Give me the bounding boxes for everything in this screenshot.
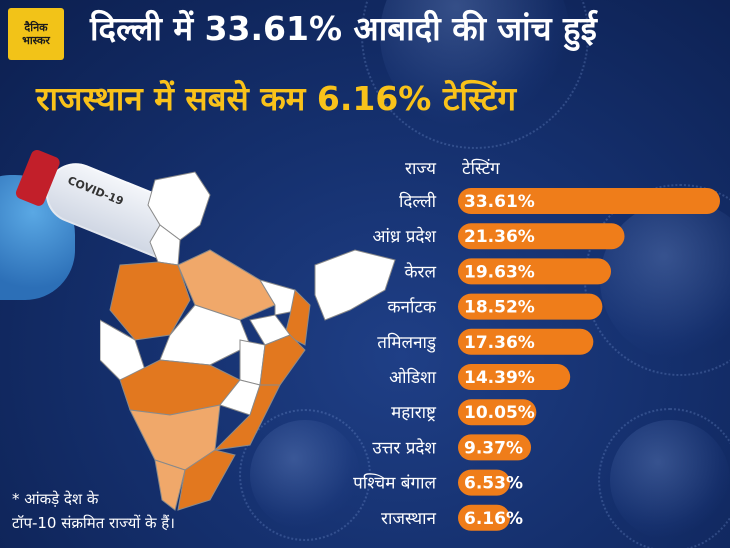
- value-label: 10.05%: [464, 403, 535, 423]
- map-region-andhra-pradesh: [213, 384, 281, 451]
- map-region-northeast: [314, 249, 396, 321]
- category-label: केरल: [404, 261, 436, 282]
- bar: [458, 258, 612, 285]
- bar: [458, 188, 720, 214]
- virus-decoration: [584, 184, 730, 376]
- bar: [458, 469, 510, 496]
- value-label: 19.63%: [464, 262, 535, 282]
- bar: [458, 293, 603, 320]
- map-region-north: [147, 171, 211, 241]
- bar: [458, 364, 571, 390]
- category-label: तमिलनाडु: [377, 332, 437, 353]
- value-label: 33.61%: [464, 192, 535, 212]
- map-region-tamil-nadu: [177, 449, 236, 511]
- map-region-kerala: [154, 459, 186, 511]
- map-region-bihar: [258, 279, 301, 316]
- virus-decoration: [239, 409, 371, 541]
- map-region-odisha: [259, 334, 306, 386]
- category-label: आंध्र प्रदेश: [373, 226, 437, 247]
- bar: [458, 399, 537, 426]
- category-column-header: राज्य: [405, 159, 437, 179]
- category-label: उत्तर प्रदेश: [372, 437, 436, 458]
- logo-text: दैनिक भास्कर: [22, 21, 50, 47]
- value-label: 18.52%: [464, 298, 535, 318]
- category-label: दिल्ली: [399, 191, 437, 212]
- bar: [458, 504, 510, 531]
- bars-group: दिल्ली 33.61% आंध्र प्रदेश 21.36% केरल 19.63%…: [353, 188, 720, 531]
- virus-decoration: [361, 0, 589, 149]
- category-label: राजस्थान: [381, 509, 437, 529]
- dainik-bhaskar-logo: दैनिक भास्कर: [8, 8, 64, 60]
- footnote-line-1: * आंकड़े देश के: [12, 490, 99, 508]
- category-label: ओडिशा: [389, 367, 436, 388]
- map-region-rajasthan: [109, 261, 191, 341]
- value-label: 6.16%: [464, 509, 523, 529]
- headline-line-1: दिल्ली में 33.61% आबादी की जांच हुई: [90, 9, 597, 48]
- value-label: 6.53%: [464, 474, 523, 494]
- headline-line-2: राजस्थान में सबसे कम 6.16% टेस्टिंग: [36, 79, 517, 118]
- category-label: महाराष्ट्र: [391, 403, 437, 423]
- category-label: पश्चिम बंगाल: [353, 473, 436, 494]
- category-label: कर्नाटक: [387, 297, 436, 318]
- bar: [458, 328, 594, 355]
- value-label: 21.36%: [464, 227, 535, 247]
- india-map-illustration: [100, 171, 396, 511]
- value-label: 9.37%: [464, 438, 523, 458]
- value-label: 14.39%: [464, 368, 535, 388]
- footnote-line-2: टॉप-10 संक्रमित राज्यों के हैं।: [12, 514, 175, 532]
- value-column-header: टेस्टिंग: [462, 158, 500, 179]
- bar: [458, 434, 532, 461]
- virus-decoration: [598, 408, 730, 548]
- bar: [458, 223, 625, 250]
- value-label: 17.36%: [464, 333, 535, 353]
- footnote: * आंकड़े देश के टॉप-10 संक्रमित राज्यों …: [12, 487, 272, 535]
